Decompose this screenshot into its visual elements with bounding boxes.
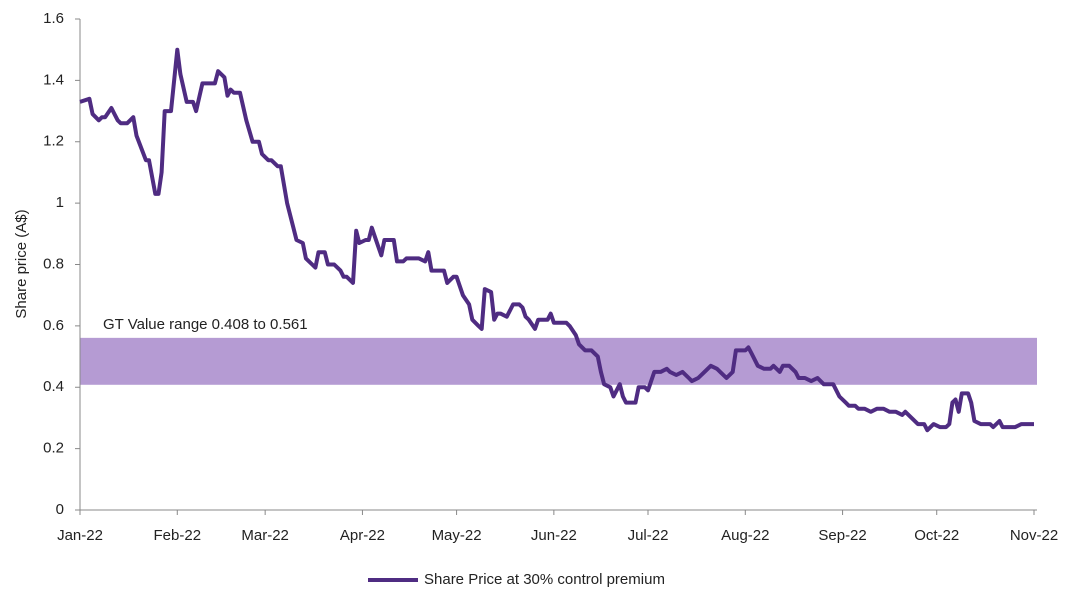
x-tick-label: Mar-22: [241, 527, 289, 544]
y-tick-label: 0.8: [43, 255, 64, 272]
annotation: GT Value range 0.408 to 0.561: [103, 316, 308, 333]
y-tick-label: 0.6: [43, 317, 64, 334]
x-tick-label: Apr-22: [340, 527, 385, 544]
x-tick-label: Aug-22: [721, 527, 769, 544]
x-tick-label: Nov-22: [1010, 527, 1058, 544]
y-tick-label: 1.6: [43, 10, 64, 27]
x-tick-label: Feb-22: [154, 527, 202, 544]
x-tick-label: Jul-22: [628, 527, 669, 544]
x-tick-label: Jan-22: [57, 527, 103, 544]
value-band: [80, 337, 1037, 385]
y-tick-label: 0.2: [43, 440, 64, 457]
y-tick-label: 1: [56, 194, 64, 211]
x-tick-label: May-22: [432, 527, 482, 544]
legend-label: Share Price at 30% control premium: [424, 571, 665, 588]
price-line: [79, 47, 1034, 433]
x-tick-label: Sep-22: [818, 527, 866, 544]
y-axis-title: Share price (A$): [13, 209, 30, 318]
y-tick-label: 1.4: [43, 71, 64, 88]
x-tick-label: Oct-22: [914, 527, 959, 544]
y-tick-label: 0.4: [43, 378, 64, 395]
y-tick-label: 1.2: [43, 133, 64, 150]
x-tick-label: Jun-22: [531, 527, 577, 544]
y-tick-label: 0: [56, 501, 64, 518]
